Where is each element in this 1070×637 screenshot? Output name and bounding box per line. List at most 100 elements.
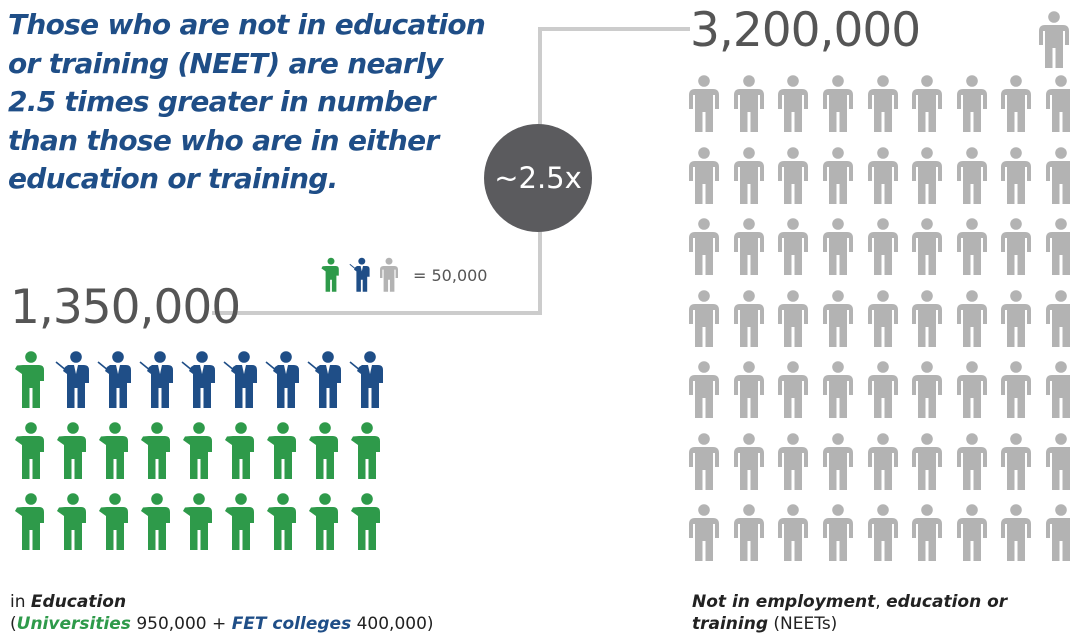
person-grey-icon [1043,217,1070,277]
icon-cell [771,289,816,361]
icon-cell [682,289,727,361]
person-grey-icon [775,217,811,277]
icon-cell [771,146,816,218]
icon-cell [771,432,816,504]
person-green-icon [307,492,343,552]
person-grey-icon [686,503,722,563]
icon-cell [52,350,94,421]
icon-cell [727,289,772,361]
person-grey-icon [998,432,1034,492]
person-grey-icon [1043,432,1070,492]
person-grey-icon [686,432,722,492]
person-grey-icon [909,432,945,492]
headline-line: than those who are in either [8,123,439,157]
person-grey-icon [775,289,811,349]
person-grey-icon [998,74,1034,134]
person-grey-icon [1043,360,1070,420]
icon-cell [262,492,304,563]
person-grey-icon [909,289,945,349]
person-grey-icon [731,146,767,206]
icon-cell [1039,289,1070,361]
icon-cell [220,350,262,421]
icon-cell [950,146,995,218]
icon-cell [727,74,772,146]
person-grey-icon [954,360,990,420]
headline-line: Those who are not in education [8,8,486,41]
icon-cell [860,503,905,575]
teacher-with-pointer-icon [347,257,373,293]
icon-cell [682,217,727,289]
person-grey-icon [1043,146,1070,206]
person-grey-icon [731,503,767,563]
person-grey-icon [731,289,767,349]
person-grey-icon [998,217,1034,277]
icon-cell [1039,432,1070,504]
person-grey-icon [954,432,990,492]
person-grey-icon [731,217,767,277]
legend: = 50,000 [318,257,487,293]
person-grey-icon [376,257,402,293]
person-green-icon [318,257,344,293]
person-green-icon [139,421,175,481]
icon-cell [816,289,861,361]
icon-cell [994,432,1039,504]
icon-cell [994,146,1039,218]
person-green-icon [265,421,301,481]
icon-cell [1039,146,1070,218]
icon-cell [860,217,905,289]
person-grey-icon [820,217,856,277]
legend-text: = 50,000 [413,265,488,285]
icon-cell [994,360,1039,432]
headline-line: or training (NEET) are nearly [8,46,443,80]
person-grey-icon [686,74,722,134]
person-grey-icon [865,146,901,206]
icon-cell [860,360,905,432]
person-grey-icon [820,74,856,134]
icon-cell [682,146,727,218]
icon-cell [727,432,772,504]
person-grey-icon [731,74,767,134]
person-grey-icon [954,146,990,206]
icon-cell [950,360,995,432]
icon-cell [10,350,52,421]
icon-cell [682,503,727,575]
person-green-icon [97,421,133,481]
person-grey-icon [909,217,945,277]
person-green-icon [13,492,49,552]
icon-cell [304,492,346,563]
icon-cell [771,503,816,575]
person-green-icon [13,421,49,481]
icon-cell [178,421,220,492]
icon-cell [94,350,136,421]
person-green-icon [223,421,259,481]
icon-cell [94,492,136,563]
person-grey-icon [909,503,945,563]
person-grey-icon [731,360,767,420]
person-grey-icon [820,432,856,492]
person-grey-icon [865,503,901,563]
icon-cell [816,74,861,146]
person-grey-icon [686,289,722,349]
headline-line: 2.5 times greater in number [8,85,436,119]
person-green-icon [349,492,385,552]
person-grey-icon [775,360,811,420]
person-grey-icon [909,360,945,420]
person-grey-icon [909,146,945,206]
headline: Those who are not in education or traini… [8,6,486,199]
person-grey-icon [686,217,722,277]
icon-cell [1039,360,1070,432]
person-grey-icon [998,503,1034,563]
neet-label-1: Not in employment [692,592,876,612]
person-grey-icon [954,74,990,134]
teacher-with-pointer-icon [55,350,91,410]
icon-cell [994,217,1039,289]
person-grey-icon [865,432,901,492]
teacher-with-pointer-icon [97,350,133,410]
icon-cell [220,492,262,563]
person-grey-icon [865,74,901,134]
person-grey-icon [865,360,901,420]
icon-cell [950,289,995,361]
person-green-icon [307,421,343,481]
person-grey-icon [775,74,811,134]
teacher-with-pointer-icon [349,350,385,410]
